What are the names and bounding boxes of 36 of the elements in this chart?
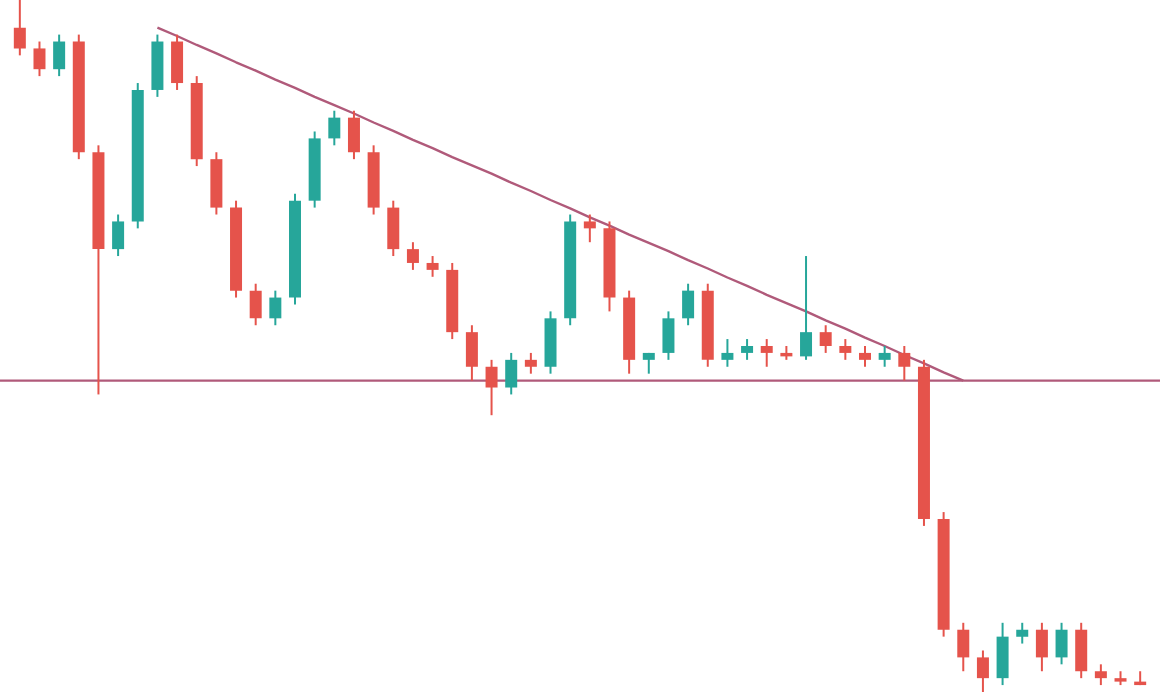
candlestick	[996, 621, 1009, 687]
candlestick	[13, 0, 26, 57]
candlestick	[583, 213, 596, 244]
candlestick	[976, 649, 989, 692]
candlestick	[721, 338, 734, 368]
candlestick	[328, 109, 341, 147]
candlestick	[800, 255, 813, 361]
candlestick	[347, 109, 360, 161]
candlestick	[505, 351, 518, 396]
candlestick	[1094, 663, 1107, 687]
candlestick	[1055, 621, 1068, 666]
candlestick	[682, 282, 695, 327]
candlestick	[53, 33, 66, 78]
candlestick	[465, 324, 478, 382]
candlestick	[1075, 621, 1088, 680]
candlestick	[741, 338, 754, 361]
candlestick	[406, 241, 419, 271]
candlestick	[819, 324, 832, 354]
candlestick	[171, 33, 184, 91]
candlestick	[878, 345, 891, 368]
candlestick	[524, 351, 537, 375]
candlestick	[957, 621, 970, 673]
candlestick	[112, 213, 125, 258]
candlestick	[662, 310, 675, 361]
candlestick	[1035, 621, 1048, 673]
candlestick	[269, 289, 282, 327]
candlestick	[760, 338, 773, 368]
candlestick	[387, 199, 400, 258]
candlestick	[249, 282, 262, 327]
candlestick	[1016, 621, 1029, 645]
candlestick	[859, 345, 871, 368]
candlestick	[839, 338, 852, 361]
candlestick	[485, 358, 498, 417]
candlestick	[33, 40, 46, 78]
candlestick	[426, 255, 439, 278]
candlestick	[898, 345, 911, 382]
